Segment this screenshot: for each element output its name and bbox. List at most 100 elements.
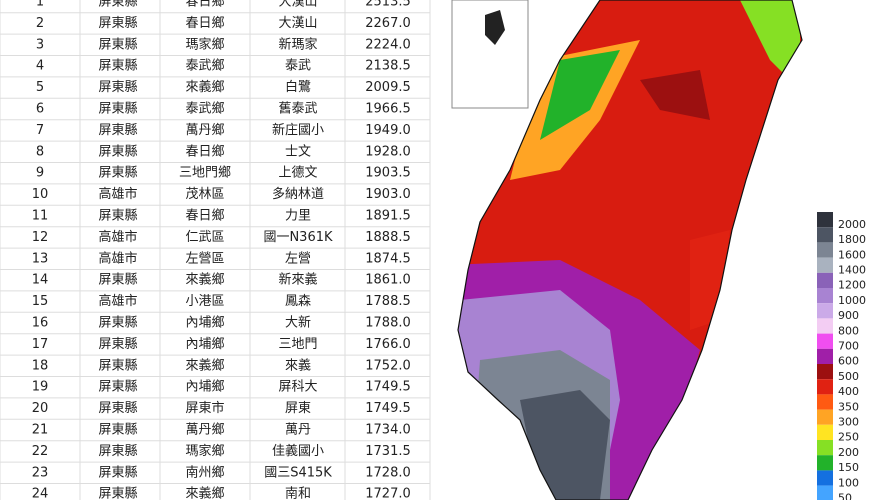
table-cell: 三地門: [278, 337, 317, 352]
table-cell: 春日鄉: [185, 143, 224, 159]
table-cell: 春日鄉: [185, 208, 224, 224]
table: 1 屏東縣 春日鄉 大漢山 2513.52 屏東縣 春日鄉 大漢山 2267.03 屏東縣 瑪家鄉新…: [0, 0, 431, 502]
table-cell: 高雄市: [98, 250, 137, 266]
table-cell: 21: [32, 423, 49, 438]
legend-swatch: [817, 303, 833, 319]
table-cell: 左營區: [185, 251, 224, 266]
table-cell: 屏東縣: [98, 165, 137, 181]
table-cell: 舊泰武: [278, 102, 317, 117]
table-cell: 1752.0: [365, 358, 411, 373]
table-cell: 屏東縣: [98, 58, 137, 74]
legend-swatch: [817, 379, 833, 395]
legend-label: 2000: [838, 218, 866, 231]
table-cell: 屏東縣: [98, 486, 137, 500]
table-cell: 多納林道: [272, 186, 324, 202]
table-cell: 春日鄉: [185, 0, 224, 10]
table-cell: 2: [36, 16, 44, 31]
legend-swatch: [817, 288, 833, 304]
table-cell: 春日鄉: [185, 15, 224, 31]
table-cell: 內埔鄉: [185, 315, 224, 331]
table-cell: 20: [32, 401, 49, 416]
table-cell: 佳義國小: [272, 443, 324, 459]
table-cell: 新瑪家: [278, 36, 317, 52]
table-cell: 1949.0: [365, 123, 411, 138]
legend-label: 200: [838, 446, 859, 459]
table-cell: 1: [36, 0, 44, 10]
table-cell: 白鷺: [285, 79, 311, 95]
legend-label: 1800: [838, 233, 866, 246]
legend-label: 700: [838, 340, 859, 353]
table-cell: 屏東縣: [98, 315, 137, 331]
table-cell: 1734.0: [365, 423, 411, 438]
table-cell: 6: [36, 102, 44, 117]
legend-label: 400: [838, 385, 859, 398]
table-cell: 大新: [285, 315, 311, 331]
table-cell: 8: [36, 144, 44, 159]
legend-swatch: [817, 424, 833, 440]
table-cell: 萬丹: [285, 423, 311, 438]
legend-swatch: [817, 470, 833, 486]
table-cell: 屏東縣: [98, 400, 137, 416]
table-cell: 鳳森: [285, 294, 311, 309]
legend-label: 1400: [838, 264, 866, 277]
table-cell: 1891.5: [365, 209, 411, 224]
table-cell: 5: [36, 80, 44, 95]
table-cell: 2009.5: [365, 80, 411, 95]
table-cell: 2513.5: [365, 0, 411, 10]
table-cell: 1928.0: [365, 144, 411, 159]
table-cell: 屏東縣: [98, 15, 137, 31]
table-cell: 1788.5: [365, 294, 411, 309]
table-cell: 左營: [285, 251, 311, 266]
legend-swatch: [817, 242, 833, 258]
table-cell: 屏東市: [185, 400, 224, 416]
table-cell: 南和: [285, 486, 311, 500]
table-cell: 來義鄉: [185, 357, 224, 373]
legend-swatch: [817, 257, 833, 273]
table-cell: 17: [32, 337, 49, 352]
legend-swatch: [817, 440, 833, 456]
table-cell: 屏東縣: [98, 357, 137, 373]
table-cell: 茂林區: [185, 187, 224, 202]
table-cell: 大漢山: [278, 0, 317, 10]
table-cell: 泰武鄉: [185, 58, 224, 74]
table-cell: 9: [36, 166, 44, 181]
table-cell: 屏東: [285, 400, 311, 416]
table-cell: 2267.0: [365, 16, 411, 31]
table-cell: 新來義: [278, 272, 317, 288]
table-cell: 屏東縣: [98, 464, 137, 480]
legend-label: 350: [838, 400, 859, 413]
legend-label: 1600: [838, 248, 866, 261]
inset-islands: [485, 10, 505, 45]
legend-label: 900: [838, 309, 859, 322]
table-cell: 1888.5: [365, 230, 411, 245]
table-cell: 10: [32, 187, 49, 202]
table-cell: 屏科大: [278, 380, 317, 395]
legend-label: 150: [838, 461, 859, 474]
legend-label: 600: [838, 355, 859, 368]
table-cell: 2224.0: [365, 37, 411, 52]
table-cell: 1874.5: [365, 251, 411, 266]
table-cell: 屏東縣: [98, 79, 137, 95]
table-cell: 小港區: [185, 294, 224, 309]
table-cell: 屏東縣: [98, 0, 137, 10]
table-cell: 高雄市: [98, 293, 137, 309]
table-cell: 1966.5: [365, 102, 411, 117]
table-cell: 1749.5: [365, 401, 411, 416]
table-cell: 屏東縣: [98, 272, 137, 288]
table-cell: 來義鄉: [185, 79, 224, 95]
table-cell: 來義: [285, 357, 311, 373]
table-cell: 屏東縣: [98, 122, 137, 138]
table-cell: 22: [32, 444, 49, 459]
legend-swatch: [817, 272, 833, 288]
table-cell: 11: [32, 209, 49, 224]
table-cell: 屏東縣: [98, 443, 137, 459]
legend-swatch: [817, 364, 833, 380]
table-cell: 1861.0: [365, 273, 411, 288]
table-cell: 1788.0: [365, 316, 411, 331]
table-cell: 國一N361K: [263, 230, 333, 245]
table-cell: 萬丹鄉: [185, 422, 224, 438]
table-cell: 1749.5: [365, 380, 411, 395]
legend-label: 300: [838, 416, 859, 429]
